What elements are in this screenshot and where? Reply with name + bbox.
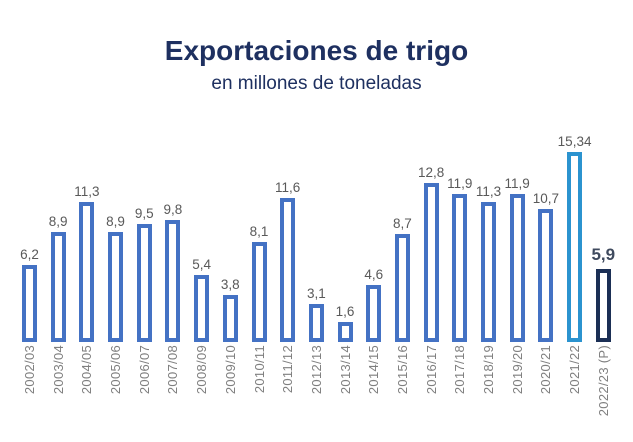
value-label: 11,9 (504, 176, 530, 191)
bar-column: 9,5 (134, 206, 154, 342)
bar-column: 11,3 (476, 184, 501, 342)
bar-column: 1,6 (335, 304, 355, 342)
value-label: 8,7 (393, 216, 412, 231)
bar-column: 12,8 (418, 165, 444, 342)
category-label: 2022/23 (P) (595, 345, 611, 417)
bar (280, 198, 296, 342)
value-label: 5,4 (192, 257, 212, 272)
category-label: 2018/19 (481, 345, 496, 395)
bar-column: 5,9 (591, 246, 615, 342)
value-label: 1,6 (335, 304, 355, 319)
category-label: 2003/04 (50, 345, 66, 395)
bar (194, 275, 210, 342)
value-label: 11,6 (275, 180, 301, 195)
bar (308, 304, 324, 342)
bar (222, 295, 238, 342)
category-label: 2008/09 (194, 345, 210, 395)
value-label: 11,3 (74, 184, 100, 199)
value-label: 3,8 (220, 277, 240, 292)
bar-column: 8,1 (249, 224, 269, 342)
bar (108, 232, 124, 342)
category-label: 2021/22 (567, 345, 583, 395)
category-label: 2002/03 (22, 345, 37, 395)
plot-area: 6,2 8,9 11,3 8,9 9,5 9,8 5,4 3,8 8,1 11,6 3,1 1,6 4,… (20, 112, 615, 342)
value-label: 8,9 (48, 214, 68, 229)
value-label: 5,9 (591, 245, 616, 264)
value-label: 8,1 (249, 224, 269, 239)
bar (136, 224, 152, 342)
bar-column: 8,9 (48, 214, 68, 342)
bar-column: 8,7 (393, 216, 412, 342)
bar-column: 3,1 (306, 286, 326, 342)
category-label: 2012/13 (308, 345, 324, 395)
x-axis-labels: 2002/03 2003/04 2004/05 2005/06 2006/07 2007/… (22, 345, 611, 442)
value-label: 11,9 (447, 176, 473, 191)
value-label: 8,9 (106, 214, 125, 229)
category-label: 2011/12 (280, 345, 296, 394)
value-label: 11,3 (475, 184, 502, 199)
bar (595, 269, 611, 342)
bar (452, 194, 468, 342)
value-label: 4,6 (364, 267, 384, 282)
bar (394, 234, 410, 342)
category-label: 2010/11 (251, 345, 267, 394)
value-label: 9,5 (134, 206, 154, 221)
chart-subtitle: en millones de toneladas (211, 73, 422, 94)
value-label: 10,7 (532, 191, 560, 206)
bar-column: 11,3 (74, 184, 100, 342)
bar-column: 11,9 (505, 176, 530, 342)
value-label: 15,34 (557, 134, 592, 149)
bar-column: 10,7 (533, 191, 559, 342)
category-label: 2016/17 (423, 345, 439, 395)
value-label: 6,2 (20, 247, 39, 262)
category-label: 2020/21 (538, 345, 554, 395)
bar (366, 285, 382, 342)
bar-column: 3,8 (220, 277, 240, 342)
bar-column: 11,9 (447, 176, 472, 342)
bar-column: 15,34 (558, 134, 591, 342)
bar-column: 6,2 (20, 247, 39, 342)
bar (481, 202, 496, 342)
bar-column: 5,4 (192, 257, 212, 342)
bar (22, 265, 37, 342)
category-label: 2019/20 (509, 345, 525, 395)
category-label: 2017/18 (452, 345, 468, 395)
bar (165, 220, 181, 342)
bar-column: 8,9 (106, 214, 125, 342)
chart-title: Exportaciones de trigo (164, 35, 469, 66)
category-label: 2013/14 (337, 345, 353, 395)
category-label: 2004/05 (79, 345, 95, 395)
category-label: 2014/15 (366, 345, 382, 395)
bar (50, 232, 66, 342)
category-label: 2009/10 (222, 345, 238, 395)
bar (79, 202, 95, 342)
value-label: 9,8 (163, 202, 183, 217)
category-label: 2006/07 (136, 345, 152, 395)
category-label: 2007/08 (165, 345, 181, 395)
bar (423, 183, 439, 342)
value-label: 12,8 (417, 165, 445, 180)
bar (538, 209, 554, 342)
bar-column: 11,6 (275, 180, 300, 342)
bar (567, 152, 583, 342)
category-label: 2015/16 (394, 345, 410, 395)
bar (337, 322, 353, 342)
bar (251, 242, 267, 342)
bar-column: 9,8 (163, 202, 183, 342)
bar (509, 194, 525, 342)
category-label: 2005/06 (108, 345, 124, 395)
bar-column: 4,6 (364, 267, 384, 342)
value-label: 3,1 (306, 286, 326, 301)
